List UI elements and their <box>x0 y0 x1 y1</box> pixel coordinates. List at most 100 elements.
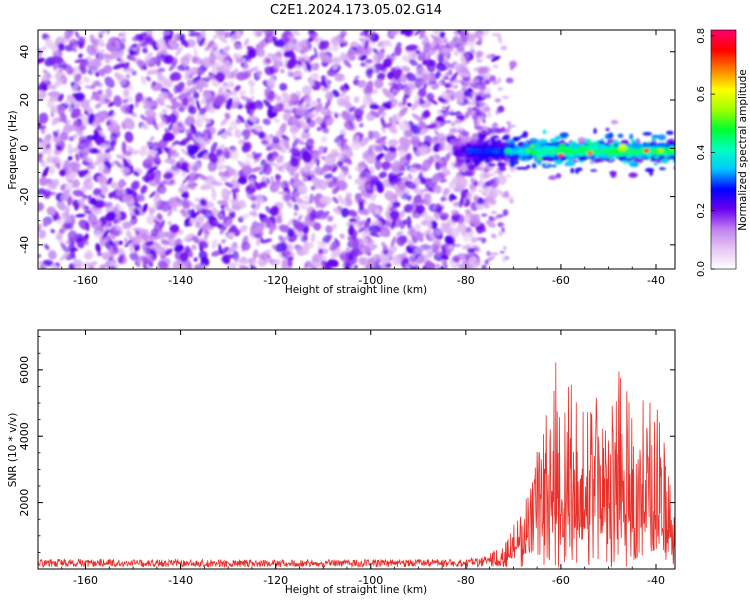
heatmap-cell <box>347 225 355 236</box>
heatmap-cell <box>94 102 102 109</box>
heatmap-cell <box>471 107 477 111</box>
heatmap-cell <box>157 67 166 73</box>
heatmap-cell <box>278 224 291 233</box>
heatmap-cell <box>512 136 520 142</box>
heatmap-cell <box>677 152 681 156</box>
heatmap-cell <box>632 149 642 156</box>
heatmap-cell <box>78 53 83 59</box>
heatmap-cell <box>590 169 598 172</box>
heatmap-cell <box>460 72 471 78</box>
heatmap-cell <box>472 213 481 222</box>
heatmap-cell <box>168 123 174 132</box>
heatmap-cell <box>470 83 480 89</box>
heatmap-cell <box>107 110 115 117</box>
heatmap-cell <box>444 120 452 124</box>
heatmap-cell <box>287 71 294 78</box>
heatmap-cell <box>645 167 655 173</box>
heatmap-cell <box>342 141 349 150</box>
heatmap-cell <box>577 137 587 143</box>
heatmap-cell <box>470 185 477 193</box>
heatmap-cell <box>50 264 58 269</box>
heatmap-cell <box>439 31 446 38</box>
heatmap-cell <box>47 91 61 97</box>
heatmap-cell <box>156 184 167 195</box>
heatmap-cell <box>174 244 184 253</box>
heatmap-cell <box>675 151 682 156</box>
heatmap-cell <box>168 40 179 51</box>
heatmap-cell <box>94 80 101 87</box>
heatmap-cell <box>453 50 460 57</box>
heatmap-cell <box>168 96 179 106</box>
heatmap-cell <box>55 162 61 170</box>
heatmap-cell <box>518 154 523 161</box>
heatmap-cell <box>205 74 215 80</box>
heatmap-cell <box>142 31 148 37</box>
heatmap-cell <box>200 208 208 215</box>
heatmap-cell <box>353 264 358 269</box>
heatmap-cell <box>484 158 492 164</box>
snr-x-tick-label: -120 <box>263 574 288 587</box>
heatmap-cell <box>194 119 203 128</box>
heatmap-cell <box>318 145 325 155</box>
heatmap-cell <box>169 179 175 184</box>
heatmap-cell <box>447 219 456 226</box>
heatmap-cell <box>307 175 313 181</box>
heatmap-cell <box>52 155 63 166</box>
heatmap-cell <box>183 232 194 242</box>
heatmap-cell <box>405 72 417 82</box>
heatmap-cell <box>136 60 146 67</box>
heatmap-cell <box>84 178 94 191</box>
heatmap-cell <box>471 113 479 121</box>
heatmap-cell <box>477 156 485 163</box>
heatmap-cell <box>52 130 59 138</box>
heatmap-cell <box>258 193 264 204</box>
heatmap-cell <box>144 170 155 184</box>
heatmap-cell <box>501 193 510 199</box>
heatmap-cell <box>357 226 367 233</box>
heatmap-cell <box>381 241 388 251</box>
heatmap-cell <box>393 69 402 80</box>
heatmap-cell <box>237 114 245 124</box>
heatmap-cell <box>406 102 412 107</box>
heatmap-cell <box>520 166 529 170</box>
heatmap-cell <box>223 83 230 90</box>
heatmap-cell <box>529 138 538 144</box>
heatmap-cell <box>40 128 46 134</box>
heatmap-cell <box>257 258 267 267</box>
heatmap-cell <box>50 56 64 64</box>
heatmap-cell <box>154 173 161 184</box>
heatmap-cell <box>217 199 229 206</box>
heatmap-cell <box>446 51 451 60</box>
heatmap-cell <box>348 106 356 113</box>
heatmap-cell <box>441 113 447 119</box>
heatmap-cell <box>436 132 447 142</box>
heatmap-cell <box>273 60 281 69</box>
heatmap-cell <box>436 263 440 269</box>
heatmap-cell <box>455 158 465 165</box>
heatmap-cell <box>296 64 302 70</box>
heatmap-cell <box>122 158 130 169</box>
heatmap-cell <box>303 93 312 105</box>
heatmap-cell <box>285 200 293 208</box>
heatmap-cell <box>128 200 133 206</box>
heatmap-cell <box>296 139 305 146</box>
heatmap-cell <box>381 126 386 133</box>
heatmap-cell <box>396 231 402 237</box>
heatmap-cell <box>225 207 233 213</box>
heatmap-cell <box>369 103 380 110</box>
heatmap-cell <box>444 111 451 115</box>
heatmap-cell <box>374 152 385 161</box>
heatmap-cell <box>389 210 400 221</box>
heatmap-cell <box>449 127 458 134</box>
heatmap-cell <box>41 45 47 52</box>
heatmap-cell <box>450 94 455 102</box>
heatmap-cell <box>430 42 437 49</box>
heatmap-cell <box>221 188 230 201</box>
heatmap-cell <box>426 92 435 102</box>
heatmap-cell <box>60 189 69 201</box>
heatmap-cell <box>357 47 365 57</box>
heatmap-cell <box>306 138 315 146</box>
heatmap-cell <box>140 185 148 194</box>
heatmap-cell <box>436 163 442 169</box>
